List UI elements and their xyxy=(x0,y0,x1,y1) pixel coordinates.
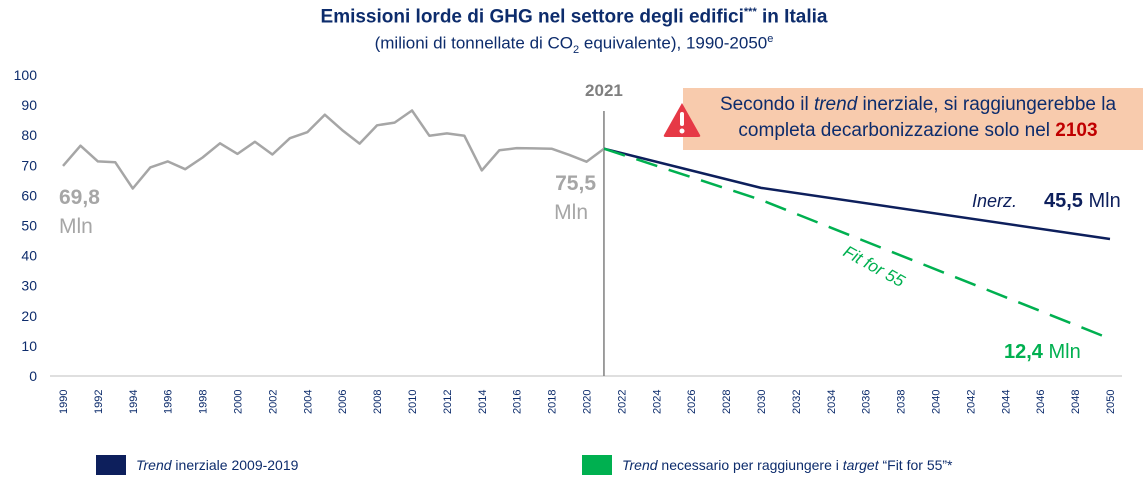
x-tick-label: 2010 xyxy=(407,390,419,414)
y-tick-label: 0 xyxy=(29,368,37,384)
start-value-label: 69,8 xyxy=(59,186,100,209)
x-tick-label: 2022 xyxy=(616,390,628,414)
warning-icon xyxy=(663,103,701,137)
series-line-inertial xyxy=(603,147,1111,241)
x-tick-label: 2042 xyxy=(965,390,977,414)
x-tick-label: 2004 xyxy=(302,390,314,414)
ff55-end-label: 12,4 Mln xyxy=(1004,341,1081,363)
x-tick-label: 2030 xyxy=(756,390,768,414)
x-tick-label: 2040 xyxy=(931,390,943,414)
x-tick-label: 2050 xyxy=(1105,390,1117,414)
title-footnote-mark: *** xyxy=(743,6,757,18)
x-tick-label: 2002 xyxy=(267,390,279,414)
chart-title: Emissioni lorde di GHG nel settore degli… xyxy=(0,6,1148,28)
chart-subtitle: (milioni di tonnellate di CO2 equivalent… xyxy=(0,33,1148,56)
y-tick-label: 100 xyxy=(14,67,38,83)
divider-year-label: 2021 xyxy=(585,81,623,100)
x-tick-label: 2048 xyxy=(1070,390,1082,414)
title-end: in Italia xyxy=(756,6,828,28)
title-main: Emissioni lorde di GHG nel settore degli… xyxy=(320,6,744,28)
callout-line1-em: trend xyxy=(813,94,858,115)
legend-inertial-em: Trend xyxy=(136,457,172,473)
x-tick-label: 2016 xyxy=(512,390,524,414)
x-tick-label: 2034 xyxy=(826,390,838,414)
series-line-fit-for-55 xyxy=(603,147,1111,340)
x-tick-label: 2020 xyxy=(582,390,594,414)
x-tick-label: 1996 xyxy=(163,390,175,414)
callout-line2: completa decarbonizzazione solo nel xyxy=(738,120,1056,141)
x-tick-label: 2006 xyxy=(337,390,349,414)
y-tick-label: 80 xyxy=(21,127,37,143)
legend-ff55-mid: necessario per raggiungere i xyxy=(657,457,843,473)
x-tick-label: 2014 xyxy=(477,390,489,414)
x-tick-label: 2036 xyxy=(861,390,873,414)
legend-swatch-inertial xyxy=(96,455,126,475)
x-tick-label: 1990 xyxy=(58,390,70,414)
x-tick-label: 2008 xyxy=(372,390,384,414)
inertial-tag-label: Inerz. xyxy=(972,191,1017,211)
subtitle-part-a: (milioni di tonnellate di CO xyxy=(374,33,574,53)
mid-unit-label: Mln xyxy=(554,201,588,224)
legend-ff55-em2: target xyxy=(842,457,879,473)
legend-ff55-em1: Trend xyxy=(622,457,658,473)
subtitle-part-b: equivalente), 1990-2050 xyxy=(579,33,768,53)
y-tick-label: 90 xyxy=(21,97,37,113)
legend-ff55-end: “Fit for 55”* xyxy=(878,457,953,473)
callout-text: Secondo il trend inerziale, si raggiunge… xyxy=(695,92,1141,144)
ff55-tag-label: Fit for 55 xyxy=(840,242,908,291)
x-tick-label: 2000 xyxy=(233,390,245,414)
callout-line1-a: Secondo il xyxy=(719,94,814,115)
y-tick-label: 50 xyxy=(21,218,37,234)
mid-value-label: 75,5 xyxy=(555,172,596,195)
x-tick-label: 2028 xyxy=(721,390,733,414)
x-tick-label: 2026 xyxy=(686,390,698,414)
inertial-end-label: 45,5 Mln xyxy=(1044,190,1121,212)
legend-item-fit-for-55: Trend necessario per raggiungere i targe… xyxy=(582,455,953,475)
x-tick-label: 2032 xyxy=(791,390,803,414)
x-tick-label: 2024 xyxy=(651,390,663,414)
callout-line1-b: inerziale, si raggiungerebbe la xyxy=(857,94,1117,115)
series-line-historical xyxy=(62,109,605,190)
subtitle-subscript: 2 xyxy=(573,44,580,57)
y-tick-label: 20 xyxy=(21,308,37,324)
legend-swatch-fit-for-55 xyxy=(582,455,612,475)
callout-year: 2103 xyxy=(1055,120,1098,141)
y-tick-label: 60 xyxy=(21,187,37,203)
x-tick-label: 1998 xyxy=(198,390,210,414)
start-unit-label: Mln xyxy=(59,215,93,238)
x-tick-label: 2038 xyxy=(896,390,908,414)
y-tick-label: 10 xyxy=(21,338,37,354)
x-tick-label: 2012 xyxy=(442,390,454,414)
y-tick-label: 40 xyxy=(21,248,37,264)
subtitle-superscript: e xyxy=(767,33,774,45)
legend-inertial-label: inerziale 2009-2019 xyxy=(171,457,299,473)
y-tick-label: 70 xyxy=(21,157,37,173)
x-tick-label: 1994 xyxy=(128,390,140,414)
y-tick-label: 30 xyxy=(21,278,37,294)
x-tick-label: 1992 xyxy=(93,390,105,414)
legend-item-inertial: Trend inerziale 2009-2019 xyxy=(96,455,298,475)
x-tick-label: 2046 xyxy=(1035,390,1047,414)
x-tick-label: 2018 xyxy=(547,390,559,414)
x-tick-label: 2044 xyxy=(1000,390,1012,414)
decarbonization-callout: Secondo il trend inerziale, si raggiunge… xyxy=(683,88,1143,150)
